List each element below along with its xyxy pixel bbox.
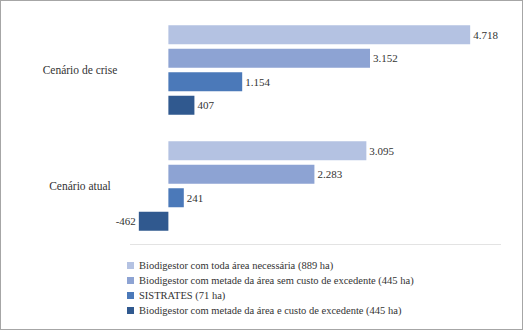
labels: Cenário de crise 4.718 3.152 1.154 407 Cenári… bbox=[43, 29, 499, 228]
legend-swatch bbox=[127, 262, 134, 269]
bar bbox=[168, 188, 183, 207]
bar bbox=[168, 165, 314, 184]
category-label: Cenário de crise bbox=[43, 64, 118, 76]
chart: Cenário de crise 4.718 3.152 1.154 407 Cenári… bbox=[0, 0, 523, 330]
legend-label: SISTRATES (71 ha) bbox=[139, 290, 226, 302]
legend-swatch bbox=[127, 277, 134, 284]
data-label: 3.152 bbox=[373, 52, 398, 64]
legend: Biodigestor com toda área necessária (88… bbox=[127, 260, 414, 317]
legend-swatch bbox=[127, 307, 134, 314]
legend-swatch bbox=[127, 292, 134, 299]
data-label: 2.283 bbox=[317, 168, 342, 180]
bars bbox=[139, 25, 470, 231]
bar bbox=[139, 212, 169, 231]
legend-label: Biodigestor com metade da área e custo d… bbox=[139, 305, 402, 317]
data-label: 1.154 bbox=[245, 76, 270, 88]
data-label: 4.718 bbox=[473, 29, 498, 41]
category-label: Cenário atual bbox=[49, 180, 111, 192]
data-label: 407 bbox=[197, 99, 214, 111]
legend-label: Biodigestor com metade da área sem custo… bbox=[139, 275, 414, 287]
bar bbox=[168, 72, 242, 91]
chart-border bbox=[1, 1, 523, 330]
data-label: 241 bbox=[187, 192, 204, 204]
x-axis-line bbox=[130, 244, 501, 245]
data-label: -462 bbox=[116, 215, 136, 227]
bar bbox=[168, 49, 370, 68]
data-label: 3.095 bbox=[369, 145, 394, 157]
bar bbox=[168, 25, 470, 44]
bar bbox=[168, 141, 366, 160]
bar bbox=[168, 96, 194, 115]
legend-label: Biodigestor com toda área necessária (88… bbox=[139, 260, 334, 272]
